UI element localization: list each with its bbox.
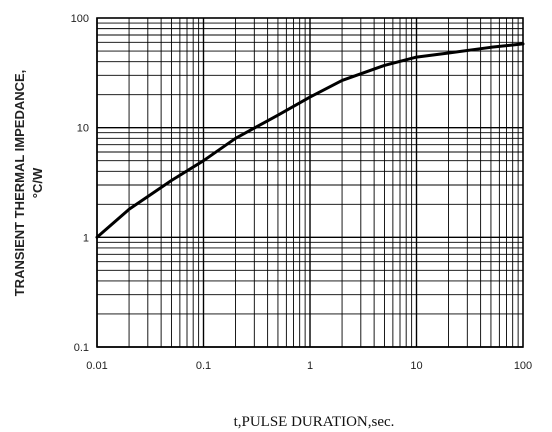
impedance-curve: [95, 42, 525, 239]
x-tick-label: 0.01: [86, 360, 107, 372]
y-tick-label: 1: [83, 232, 89, 244]
grid-lines: [96, 18, 523, 348]
x-tick-labels: 0.01 0.1 1 10 100: [86, 360, 532, 372]
x-tick-label: 10: [410, 360, 422, 372]
plot-frame: [96, 17, 524, 348]
y-tick-label: 0.1: [74, 342, 89, 354]
x-axis-label: t,PULSE DURATION,sec.: [234, 414, 395, 430]
y-axis-label-line1: TRANSIENT THERMAL IMPEDANCE,: [12, 70, 27, 297]
y-tick-label: 10: [77, 123, 89, 135]
x-tick-label: 100: [514, 360, 532, 372]
y-tick-labels: 0.1 1 10 100: [71, 13, 89, 354]
y-axis-label-line2: °C/W: [30, 167, 45, 198]
x-tick-label: 0.1: [196, 360, 211, 372]
x-tick-label: 1: [307, 360, 313, 372]
y-tick-label: 100: [71, 13, 89, 25]
